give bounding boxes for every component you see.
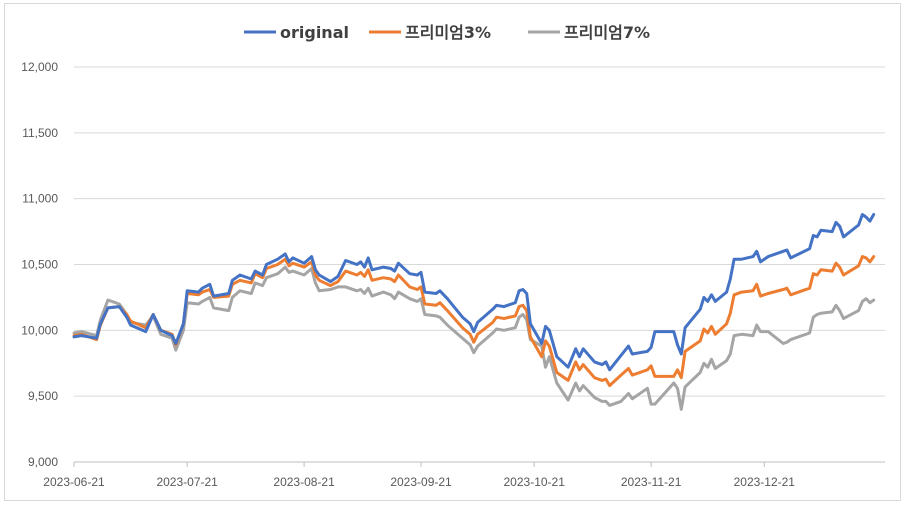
legend-item-3: 프리미엄7% [528, 23, 650, 42]
legend: original 프리미엄3% 프리미엄7% [244, 23, 650, 42]
y-tick-label: 12,000 [21, 60, 58, 74]
y-axis-ticks: 9,000 9,500 10,000 10,500 11,000 11,500 12,000 [21, 60, 58, 469]
x-tick-label: 2023-10-21 [504, 475, 566, 489]
x-tick-label: 2023-09-21 [390, 475, 452, 489]
legend-item-2: 프리미엄3% [369, 23, 491, 42]
x-tick-label: 2023-06-21 [43, 475, 105, 489]
x-tick-label: 2023-12-21 [734, 475, 796, 489]
series-line-1 [72, 213, 876, 372]
x-tick-label: 2023-07-21 [156, 475, 218, 489]
y-tick-label: 10,000 [21, 323, 58, 337]
legend-label: 프리미엄7% [564, 23, 650, 42]
legend-label: 프리미엄3% [405, 23, 491, 42]
legend-label: original [280, 23, 349, 42]
y-tick-label: 11,000 [22, 192, 58, 206]
y-tick-label: 9,000 [28, 455, 58, 469]
series-lines [72, 213, 876, 411]
legend-item-1: original [244, 23, 349, 42]
x-tick-label: 2023-08-21 [273, 475, 335, 489]
x-tick-label: 2023-11-21 [621, 475, 682, 489]
y-tick-label: 9,500 [28, 389, 58, 403]
x-axis-ticks: 2023-06-21 2023-07-21 2023-08-21 2023-09-21… [43, 462, 795, 489]
y-tick-label: 11,500 [22, 126, 58, 140]
y-tick-label: 10,500 [21, 258, 58, 272]
series-line-2 [72, 255, 876, 388]
gridlines [74, 66, 885, 463]
series-line-3 [72, 265, 876, 411]
chart-frame [4, 3, 901, 501]
